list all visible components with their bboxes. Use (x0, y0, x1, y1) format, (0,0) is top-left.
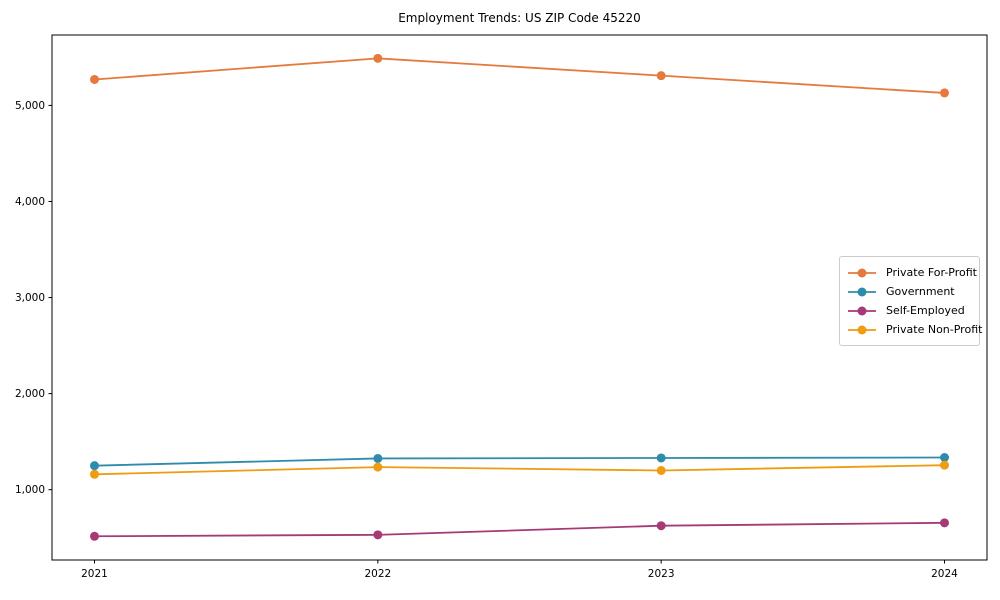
data-point-marker-private-non-profit (656, 465, 666, 475)
legend: Private For-Profit Government Self-Employe… (839, 256, 982, 346)
x-tick-label: 2021 (81, 568, 108, 580)
data-point-marker-private-for-profit (373, 53, 383, 63)
legend-marker-icon (848, 268, 876, 277)
x-tick-label: 2024 (931, 568, 958, 580)
data-point-marker-government (373, 453, 383, 463)
chart-title: Employment Trends: US ZIP Code 45220 (398, 11, 641, 25)
y-tick-label: 3,000 (15, 292, 45, 304)
data-point-marker-self-employed (940, 518, 949, 528)
legend-item-private-for-profit: Private For-Profit (847, 263, 977, 282)
series-line-private-for-profit (94, 57, 945, 94)
data-point-marker-private-non-profit (940, 460, 949, 470)
legend-item-self-employed: Self-Employed (847, 301, 971, 320)
legend-item-private-non-profit: Private Non-Profit (847, 320, 982, 339)
data-point-marker-private-for-profit (940, 88, 949, 98)
data-point-marker-government (656, 453, 666, 463)
y-tick-label: 1,000 (15, 484, 45, 496)
x-tick-label: 2023 (648, 568, 675, 580)
series-line-government (94, 456, 945, 467)
y-tick-label: 2,000 (15, 388, 45, 400)
series-line-self-employed (94, 521, 945, 538)
x-tick-label: 2022 (364, 568, 391, 580)
data-point-marker-self-employed (90, 531, 99, 541)
legend-label: Self-Employed (886, 304, 965, 317)
legend-label: Private Non-Profit (886, 323, 983, 336)
y-tick-label: 5,000 (15, 100, 45, 112)
data-point-marker-private-for-profit (656, 71, 666, 81)
data-point-marker-private-non-profit (90, 469, 99, 479)
series-line-private-non-profit (94, 464, 945, 476)
data-point-marker-private-for-profit (90, 74, 99, 84)
legend-item-government: Government (847, 282, 971, 301)
data-point-marker-self-employed (373, 530, 383, 540)
data-point-marker-government (90, 461, 99, 471)
legend-label: Private For-Profit (886, 266, 977, 279)
legend-label: Government (886, 285, 955, 298)
data-point-marker-self-employed (656, 521, 666, 531)
legend-marker-icon (848, 287, 876, 296)
data-point-marker-government (940, 452, 949, 462)
y-tick-label: 4,000 (15, 196, 45, 208)
legend-marker-icon (848, 325, 876, 334)
legend-marker-icon (848, 306, 876, 315)
data-point-marker-private-non-profit (373, 462, 383, 472)
plot-frame (51, 34, 988, 561)
